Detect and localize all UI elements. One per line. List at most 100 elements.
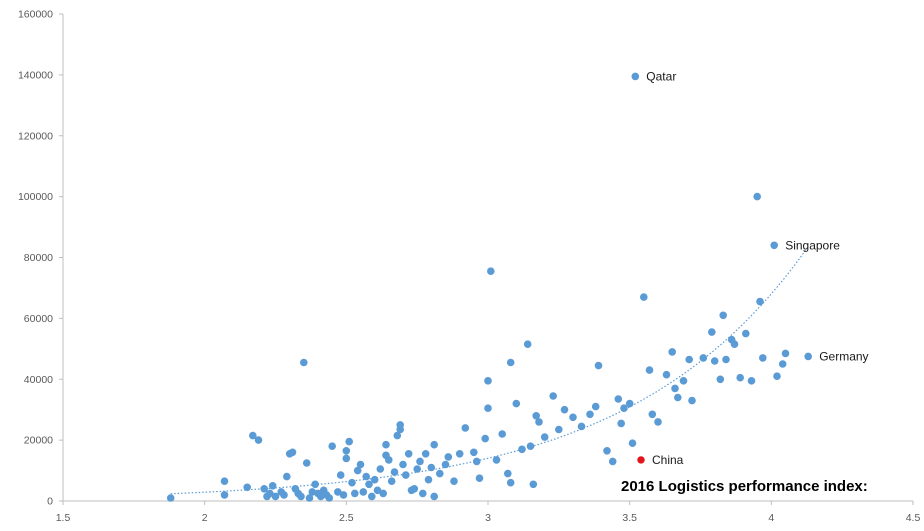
data-point — [498, 430, 507, 438]
data-point — [334, 488, 342, 496]
data-point — [617, 419, 625, 428]
highlight-point-china — [636, 455, 646, 465]
data-point — [288, 448, 297, 457]
data-point — [362, 472, 371, 481]
data-point — [385, 456, 393, 464]
data-point — [430, 492, 439, 501]
data-point — [506, 358, 515, 367]
data-point — [220, 491, 229, 499]
data-point — [781, 349, 790, 358]
y-tick-label: 140000 — [18, 69, 53, 81]
data-point — [441, 460, 450, 469]
data-point — [254, 436, 263, 444]
data-point — [569, 413, 577, 422]
data-point — [470, 448, 478, 457]
data-point — [359, 488, 368, 496]
data-point — [342, 454, 351, 463]
data-point — [393, 431, 402, 440]
x-tick-label: 4 — [768, 512, 774, 524]
data-point — [461, 424, 470, 432]
data-point — [730, 340, 739, 349]
data-point — [387, 477, 396, 486]
data-point — [753, 192, 761, 201]
data-point — [308, 488, 317, 496]
data-point — [648, 410, 657, 419]
data-point — [628, 439, 637, 448]
data-point — [302, 459, 311, 467]
data-point — [390, 468, 399, 476]
data-point — [668, 348, 676, 356]
data-point — [577, 422, 586, 431]
data-point — [444, 453, 453, 461]
data-point — [365, 480, 373, 489]
data-point — [778, 360, 787, 368]
data-point — [688, 396, 696, 405]
data-point — [220, 477, 229, 486]
data-point — [379, 489, 388, 498]
x-tick-label: 3 — [485, 512, 491, 524]
y-tick-label: 0 — [47, 496, 53, 508]
data-point — [555, 425, 563, 434]
data-point — [404, 450, 413, 458]
data-point — [268, 482, 277, 490]
data-point — [283, 472, 291, 481]
x-tick-label: 2.5 — [339, 512, 354, 524]
data-point — [625, 399, 634, 408]
data-point — [484, 404, 492, 413]
annotation-label: Singapore — [785, 238, 840, 252]
data-point — [166, 494, 175, 502]
data-point — [396, 425, 405, 434]
data-point — [311, 480, 320, 489]
data-point — [328, 442, 337, 451]
data-point — [280, 491, 288, 499]
data-point — [305, 494, 314, 502]
data-point — [662, 370, 671, 379]
data-point — [427, 463, 436, 472]
data-point — [421, 450, 430, 458]
data-point — [416, 457, 424, 466]
data-point — [472, 457, 481, 466]
data-point — [535, 418, 543, 426]
data-point — [722, 355, 730, 364]
annotations: Qatar Singapore Germany China — [646, 69, 868, 467]
data-point — [492, 456, 501, 464]
data-point — [770, 241, 778, 250]
data-point — [336, 471, 345, 479]
y-tick-label: 160000 — [18, 9, 53, 21]
data-point — [484, 377, 492, 385]
data-point — [317, 492, 325, 501]
data-point — [736, 373, 744, 382]
trendline — [170, 246, 809, 495]
data-point — [716, 375, 725, 384]
data-point — [339, 491, 348, 499]
data-point — [325, 494, 334, 502]
data-point — [603, 447, 611, 455]
data-point — [645, 366, 654, 374]
data-point — [608, 457, 617, 466]
data-point — [487, 267, 495, 276]
data-point — [370, 475, 379, 484]
data-point — [560, 405, 569, 414]
annotation-label: Qatar — [646, 69, 676, 83]
data-point — [804, 352, 812, 361]
data-point — [368, 492, 376, 501]
data-point — [266, 489, 274, 498]
data-point — [297, 492, 305, 501]
y-tick-label: 120000 — [18, 130, 53, 142]
y-tick-label: 20000 — [24, 435, 53, 447]
data-point — [351, 489, 359, 498]
data-point — [413, 465, 422, 473]
x-tick-label: 3.5 — [622, 512, 637, 524]
data-point — [710, 357, 719, 365]
data-point — [526, 442, 535, 451]
data-point — [481, 434, 490, 443]
data-point — [640, 293, 648, 301]
annotation-label: China — [652, 453, 684, 467]
data-point — [260, 485, 269, 493]
data-point — [436, 469, 444, 478]
data-point — [614, 395, 623, 403]
data-point — [430, 440, 439, 449]
data-point — [373, 486, 382, 495]
